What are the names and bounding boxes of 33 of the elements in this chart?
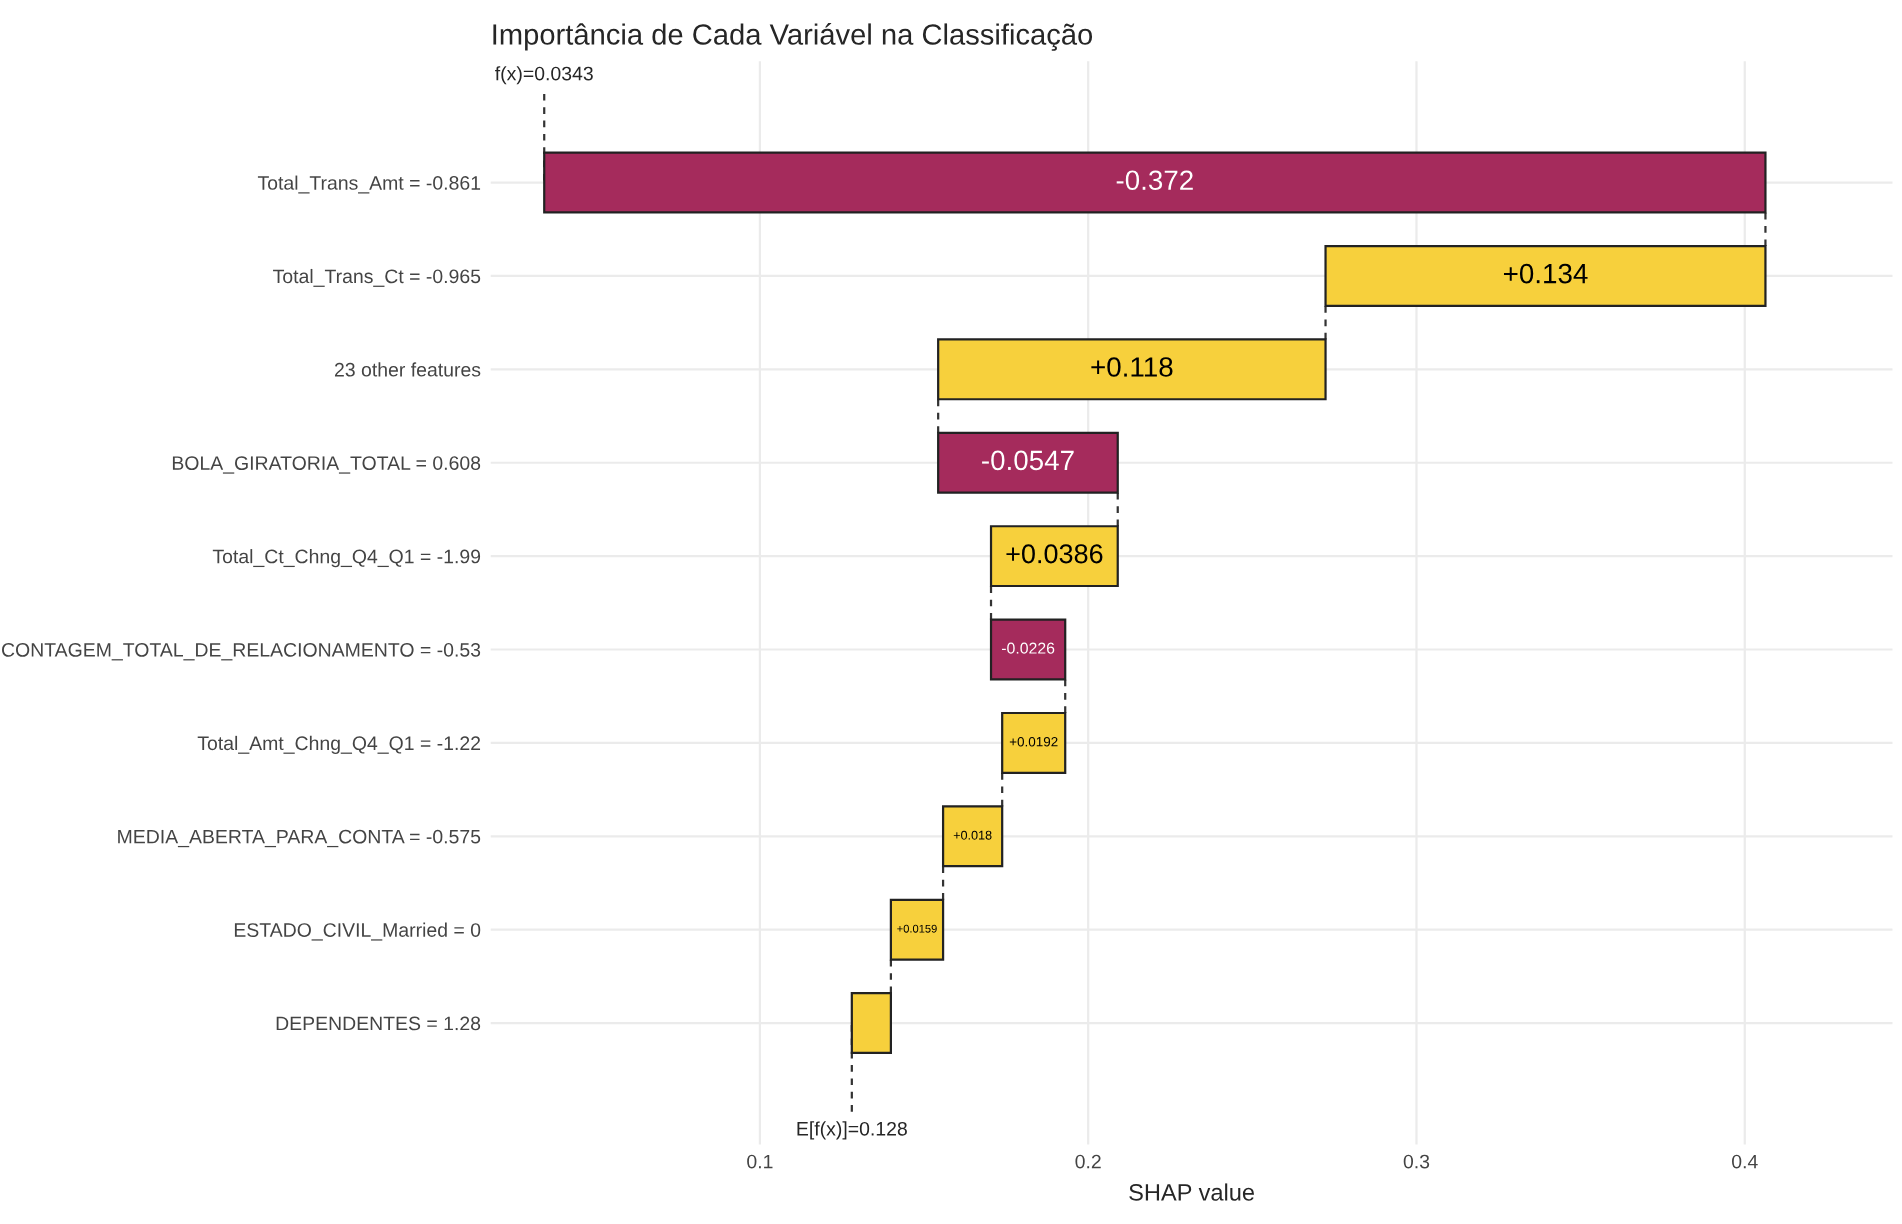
bar [989, 525, 1119, 588]
x-tick-label: 0.4 [1732, 1154, 1758, 1169]
bar [543, 151, 1767, 214]
y-tick-label: Total_Trans_Ct = -0.965 [273, 268, 481, 287]
chart-title: Importância de Cada Variável na Classificação [493, 23, 1093, 51]
y-tick-label: CONTAGEM_TOTAL_DE_RELACIONAMENTO = -0.53 [2, 642, 481, 661]
bar [937, 431, 1119, 494]
y-tick-label: BOLA_GIRATORIA_TOTAL = 0.608 [172, 456, 481, 474]
y-tick-label: Total_Ct_Chng_Q4_Q1 = -1.99 [212, 549, 481, 568]
y-tick-label: ESTADO_CIVIL_Married = 0 [234, 922, 481, 941]
y-tick-label: MEDIA_ABERTA_PARA_CONTA = -0.575 [118, 829, 481, 848]
data-label: +0.134 [1503, 263, 1588, 284]
data-label: +0.118 [1091, 357, 1173, 377]
x-tick-label: 0.2 [1075, 1154, 1101, 1169]
bar [889, 898, 945, 961]
x-tick-label: 0.3 [1403, 1154, 1430, 1169]
annotation: f(x)=0.0343 [495, 66, 593, 85]
bar [1001, 711, 1067, 774]
data-label: +0.0386 [1006, 544, 1103, 564]
y-tick-label: Total_Amt_Chng_Q4_Q1 = -1.22 [197, 735, 481, 754]
data-label: -0.372 [1116, 170, 1193, 191]
annotation: E[f(x)]=0.128 [797, 1121, 907, 1140]
bar [850, 992, 892, 1055]
x-tick-label: 0.1 [747, 1154, 773, 1169]
x-axis-title: SHAP value [1129, 1183, 1254, 1201]
y-tick-label: DEPENDENTES = 1.28 [276, 1016, 481, 1031]
bar [1324, 244, 1767, 307]
bar [989, 618, 1067, 681]
y-tick-label: Total_Trans_Amt = -0.861 [257, 175, 481, 194]
data-label: -0.0547 [982, 450, 1074, 471]
bar [937, 338, 1327, 401]
y-tick-label: 23 other features [334, 362, 481, 377]
bar [941, 805, 1004, 868]
